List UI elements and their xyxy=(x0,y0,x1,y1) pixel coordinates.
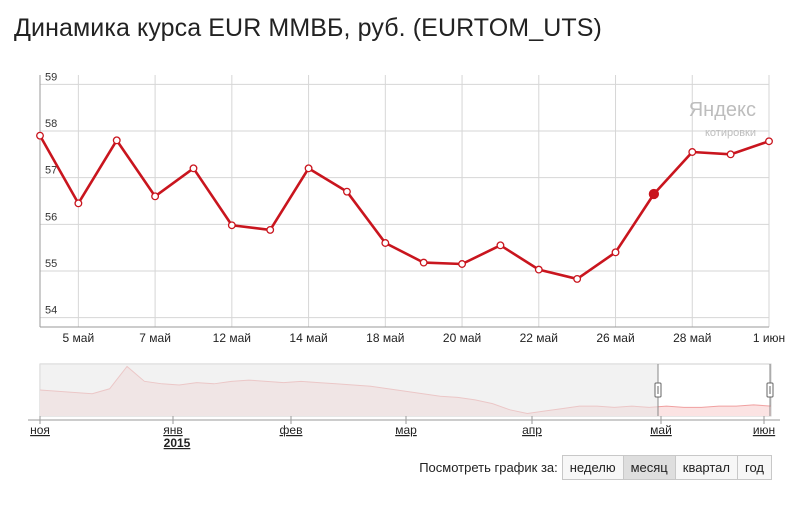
watermark-logo: Яндекс xyxy=(689,99,756,121)
data-point[interactable] xyxy=(458,260,467,268)
navigator-month-link[interactable]: фев xyxy=(280,423,303,437)
data-point[interactable] xyxy=(36,131,44,140)
data-point[interactable] xyxy=(765,137,773,146)
period-month-button[interactable]: месяц xyxy=(623,455,676,479)
data-point[interactable] xyxy=(342,187,351,196)
data-point[interactable] xyxy=(189,164,198,173)
x-tick-label: 22 май xyxy=(520,331,558,345)
navigator-month-link[interactable]: май xyxy=(650,423,672,437)
x-tick-label: 7 май xyxy=(139,331,171,345)
x-tick-label: 14 май xyxy=(289,331,327,345)
period-selector: Посмотреть график за: неделю месяц кварт… xyxy=(419,454,772,480)
y-tick-label: 56 xyxy=(45,211,57,223)
navigator-year-link[interactable]: 2015 xyxy=(164,436,191,450)
period-week-button[interactable]: неделю xyxy=(562,455,624,479)
data-point[interactable] xyxy=(266,225,275,234)
data-point[interactable] xyxy=(726,150,735,159)
data-point[interactable] xyxy=(74,199,83,208)
navigator-month-link[interactable]: янв xyxy=(163,423,183,437)
x-tick-label: 28 май xyxy=(673,331,711,345)
x-tick-label: 1 июн xyxy=(753,331,785,345)
x-tick-label: 5 май xyxy=(63,331,95,345)
data-point[interactable] xyxy=(688,148,697,156)
navigator-month-link[interactable]: апр xyxy=(522,423,542,437)
navigator-unselected-region xyxy=(40,364,658,416)
y-tick-label: 58 xyxy=(45,118,57,130)
data-point[interactable] xyxy=(611,248,620,257)
x-tick-label: 12 май xyxy=(213,331,251,345)
period-button-group: неделю месяц квартал год xyxy=(561,454,772,480)
watermark-caption: котировки xyxy=(705,127,756,139)
navigator-month-link[interactable]: июн xyxy=(753,423,775,437)
data-point[interactable] xyxy=(227,221,236,230)
y-tick-label: 57 xyxy=(45,165,57,177)
period-quarter-button[interactable]: квартал xyxy=(675,455,738,479)
x-tick-label: 26 май xyxy=(596,331,634,345)
chart-title: Динамика курса EUR ММВБ, руб. (EURTOM_UT… xyxy=(14,14,602,42)
data-point[interactable] xyxy=(419,258,428,267)
y-tick-label: 55 xyxy=(45,258,57,270)
data-point[interactable] xyxy=(304,164,313,173)
y-tick-label: 54 xyxy=(45,305,57,317)
data-point[interactable] xyxy=(496,241,505,250)
data-point[interactable] xyxy=(573,274,582,283)
data-point[interactable] xyxy=(151,192,160,201)
data-point-highlighted[interactable] xyxy=(648,188,660,200)
data-point[interactable] xyxy=(534,265,543,274)
data-point[interactable] xyxy=(112,136,121,145)
period-selector-label: Посмотреть график за: xyxy=(419,459,558,475)
series-line xyxy=(38,135,770,281)
navigator-month-link[interactable]: ноя xyxy=(30,423,50,437)
x-tick-label: 20 май xyxy=(443,331,481,345)
navigator-month-link[interactable]: мар xyxy=(395,423,417,437)
x-tick-label: 18 май xyxy=(366,331,404,345)
y-tick-label: 59 xyxy=(45,71,57,83)
period-year-button[interactable]: год xyxy=(738,455,771,479)
data-point[interactable] xyxy=(381,239,390,247)
